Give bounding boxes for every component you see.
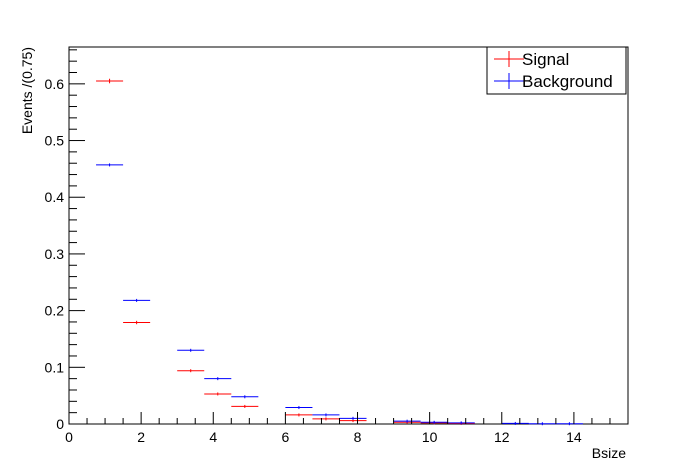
legend-background-label: Background: [522, 72, 613, 91]
data-series: [96, 78, 583, 426]
y-tick-label: 0: [56, 416, 64, 432]
x-axis-title: Bsize: [592, 445, 626, 461]
x-tick-label: 4: [209, 429, 217, 445]
x-tick-label: 8: [354, 429, 362, 445]
x-tick-label: 14: [566, 429, 582, 445]
x-tick-label: 10: [422, 429, 438, 445]
series-background: [96, 163, 583, 426]
plot-area-border: [68, 46, 629, 425]
y-tick-label: 0.1: [45, 359, 65, 375]
y-tick-label: 0.2: [45, 303, 65, 319]
x-tick-label: 2: [137, 429, 145, 445]
legend-signal-label: Signal: [522, 50, 569, 69]
y-tick-label: 0.3: [45, 246, 65, 262]
y-tick-label: 0.6: [45, 76, 65, 92]
legend-item-signal: Signal: [494, 50, 569, 69]
x-tick-label: 12: [494, 429, 510, 445]
legend-item-background: Background: [494, 72, 613, 91]
legend: Signal Background: [486, 46, 627, 95]
y-axis-title: Events /(0.75): [19, 47, 35, 134]
legend-box: [486, 46, 627, 95]
x-tick-label: 6: [281, 429, 289, 445]
plot-frame: [68, 46, 629, 425]
x-tick-label: 0: [65, 429, 73, 445]
y-tick-label: 0.5: [45, 133, 65, 149]
y-tick-label: 0.4: [45, 189, 65, 205]
axes: 0 2 4 6 8 10 12 14 0 0.1 0.2 0.3 0.4 0.5 0.6: [45, 49, 629, 445]
